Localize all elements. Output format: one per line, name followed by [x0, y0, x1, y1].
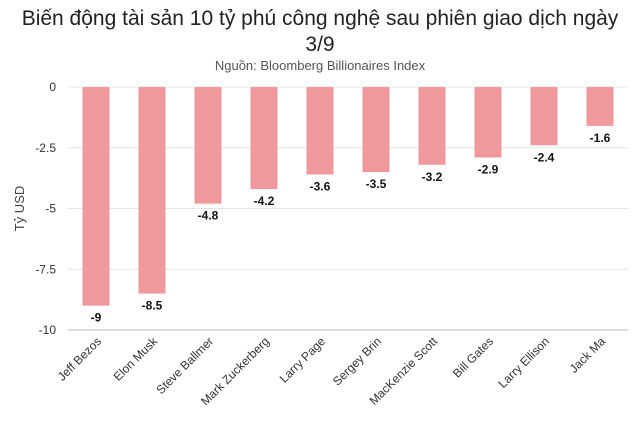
data-label: -9: [91, 311, 102, 325]
x-tick-label: Bill Gates: [450, 334, 496, 380]
data-label: -4.8: [198, 209, 219, 223]
bar: [138, 87, 166, 294]
x-tick-label: Jack Ma: [567, 334, 609, 376]
y-tick-label: 0: [49, 80, 56, 94]
x-tick-label: Elon Musk: [111, 334, 161, 384]
bar: [586, 87, 614, 126]
bar: [530, 87, 558, 146]
bar: [474, 87, 502, 158]
y-tick-label: -2.5: [35, 141, 56, 155]
chart-subtitle: Nguồn: Bloomberg Billionaires Index: [214, 58, 426, 73]
data-label: -2.9: [478, 162, 499, 176]
y-tick-label: -5: [45, 202, 56, 216]
x-tick-label: Larry Page: [277, 334, 329, 386]
data-label: -3.2: [422, 170, 443, 184]
x-tick-label: Larry Ellison: [496, 334, 553, 391]
data-label: -2.4: [534, 150, 555, 164]
data-label: -3.6: [310, 179, 331, 193]
bar: [82, 87, 110, 306]
bar: [362, 87, 390, 173]
x-tick-label: Steve Ballmer: [153, 334, 216, 397]
chart-title-line-2: 3/9: [305, 33, 335, 56]
bar: [418, 87, 446, 165]
y-tick-label: -10: [39, 323, 57, 337]
data-label: -1.6: [590, 131, 611, 145]
x-tick-label: Sergey Brin: [330, 334, 384, 388]
bar: [250, 87, 278, 190]
y-axis-title: Tỷ USD: [12, 186, 27, 232]
data-label: -4.2: [254, 194, 275, 208]
bar: [306, 87, 334, 175]
bar: [194, 87, 222, 204]
chart-title-line-1: Biến động tài sản 10 tỷ phú công nghệ sa…: [21, 7, 619, 30]
data-label: -8.5: [142, 299, 163, 313]
x-tick-label: Jeff Bezos: [55, 334, 104, 383]
data-label: -3.5: [366, 177, 387, 191]
y-tick-label: -7.5: [35, 262, 56, 276]
chart-title: Biến động tài sản 10 tỷ phú công nghệ sa…: [0, 6, 640, 58]
